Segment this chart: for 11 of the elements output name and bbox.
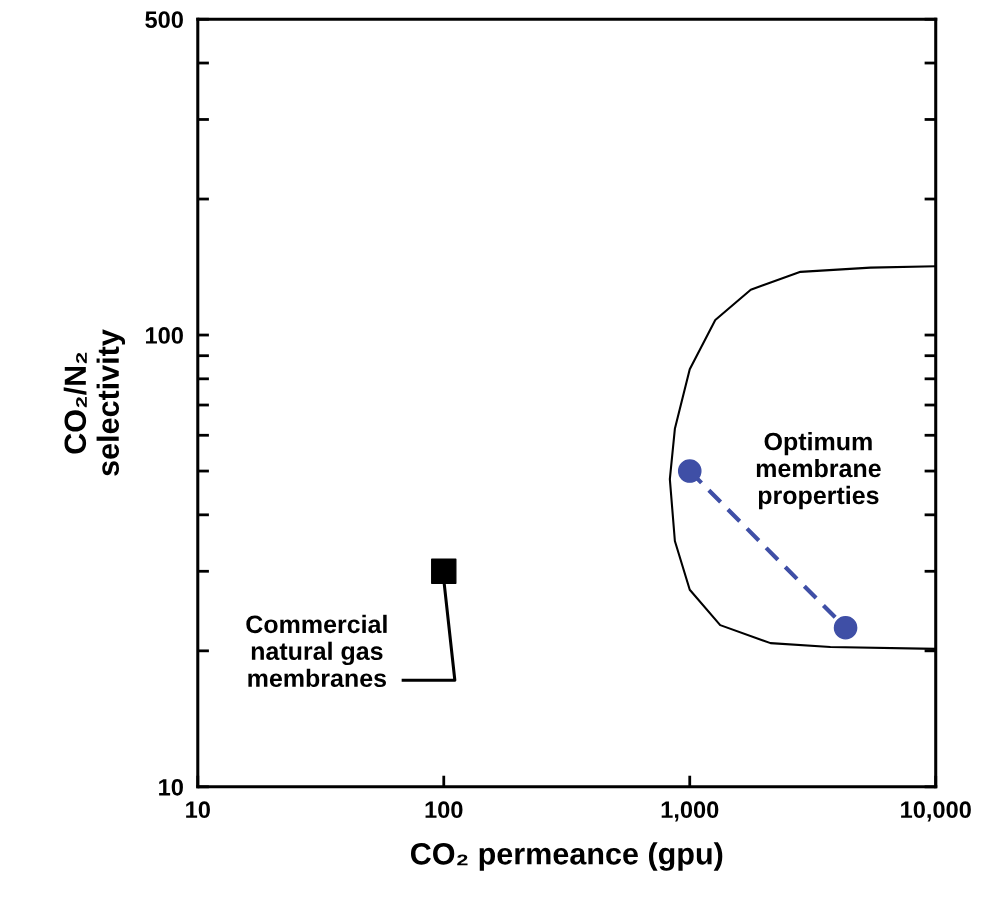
y-tick-label: 10: [159, 778, 183, 796]
annotation: Commercial natural gas membranes: [246, 614, 387, 688]
x-tick-label: 1,000: [661, 801, 719, 822]
x-tick-label: 10: [186, 801, 210, 819]
y-tick-label: 500: [145, 11, 183, 29]
x-tick-label: 10,000: [901, 801, 971, 822]
x-axis-title: CO₂ permeance (gpu): [410, 842, 723, 871]
annotation: Optimum membrane properties: [756, 432, 881, 510]
y-tick-label: 100: [146, 327, 183, 344]
x-tick-label: 100: [425, 801, 463, 819]
y-axis-title: CO₂/N₂ selectivity: [63, 329, 126, 476]
